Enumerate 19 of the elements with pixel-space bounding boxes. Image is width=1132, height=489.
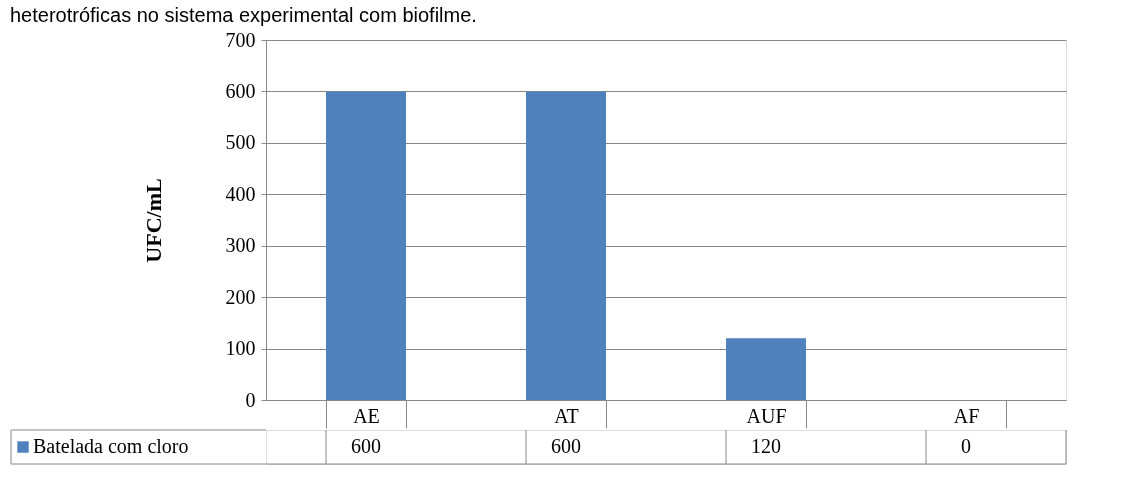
x-tick-label: AUF bbox=[746, 404, 787, 427]
legend-label: Batelada com cloro bbox=[33, 435, 189, 457]
data-label: 600 bbox=[551, 435, 581, 457]
x-tick-label: AE bbox=[353, 404, 380, 427]
data-label: 600 bbox=[351, 435, 381, 457]
y-tick-label: 300 bbox=[225, 234, 256, 257]
y-tick-label: 700 bbox=[225, 28, 256, 51]
y-axis-title: UFC/mL bbox=[140, 178, 166, 263]
y-tick-label: 600 bbox=[225, 79, 256, 102]
x-tick-label: AT bbox=[554, 404, 579, 427]
y-tick-label: 200 bbox=[225, 285, 256, 308]
y-tick-label: 500 bbox=[225, 131, 256, 154]
y-tick-label: 100 bbox=[225, 337, 256, 360]
data-label: 0 bbox=[961, 435, 971, 457]
x-tick-label: AF bbox=[953, 404, 980, 427]
chart-title: heterotróficas no sistema experimental com biofilme. bbox=[10, 3, 477, 26]
y-tick-label: 0 bbox=[245, 388, 256, 411]
data-label: 120 bbox=[751, 435, 781, 457]
y-tick-label: 400 bbox=[225, 182, 256, 205]
